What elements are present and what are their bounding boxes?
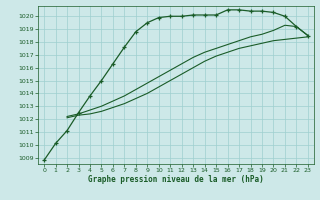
X-axis label: Graphe pression niveau de la mer (hPa): Graphe pression niveau de la mer (hPa) bbox=[88, 175, 264, 184]
